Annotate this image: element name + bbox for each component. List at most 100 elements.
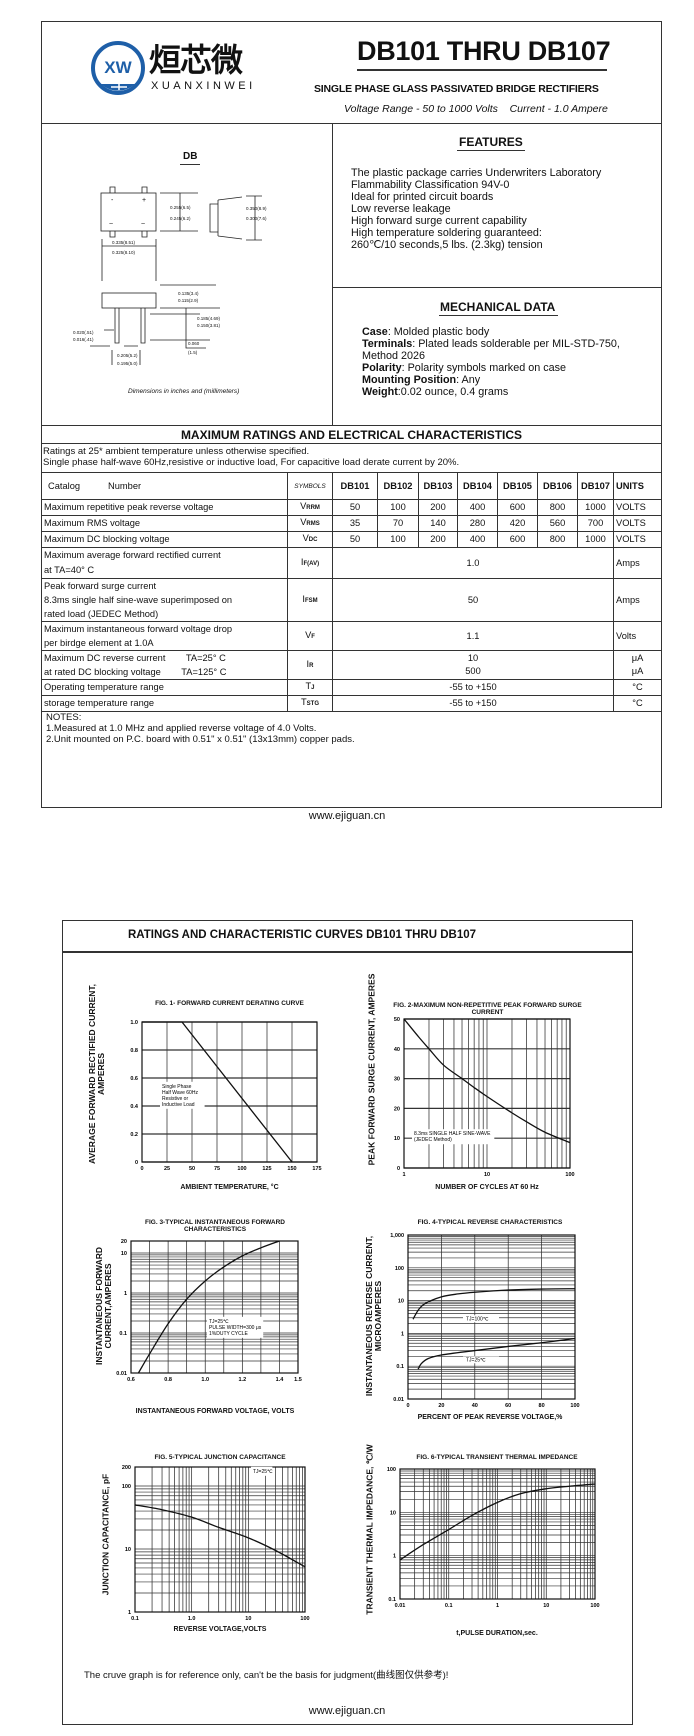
- chart-2: 1 10 100 0 10 20 30 40 50 8.3ms SINGLE HALF SINE-…: [394, 1017, 575, 1178]
- feature-item: High forward surge current capability: [351, 215, 527, 227]
- dim-label: 0.245(6.2): [170, 216, 191, 221]
- unit: VOLTS: [613, 499, 662, 516]
- y-tick-label: 0.1: [396, 1364, 404, 1370]
- value-cell: 600: [497, 531, 538, 548]
- y-tick-label: 10: [125, 1547, 131, 1553]
- value-cell: -55 to +150: [332, 695, 614, 712]
- chart-1: 0 25 50 75 100 125 150 175 0 0.2 0.4 0.6 0.8 1.0 Singl…: [130, 1020, 321, 1172]
- chart-3: 0.6 0.8 1.0 1.2 1.4 1.5 0.01 0.1 1 10 20 TJ=25℃ PULS…: [116, 1239, 302, 1383]
- feature-item: The plastic package carries Underwriters…: [351, 167, 602, 179]
- x-axis-label: PERCENT OF PEAK REVERSE VOLTAGE,%: [417, 1414, 563, 1421]
- y-tick-label: 1,000: [390, 1233, 404, 1239]
- x-tick-label: 75: [214, 1166, 220, 1172]
- y-tick-label: 200: [122, 1465, 131, 1471]
- svg-text:TJ=25℃: TJ=25℃: [466, 1357, 486, 1363]
- parameter: Maximum instantaneous forward voltage dr…: [41, 621, 288, 651]
- ratings-table: Catalog Number SYMBOLS DB101 DB102 DB103 DB104…: [41, 472, 662, 712]
- x-tick-label: 100: [237, 1166, 246, 1172]
- y-tick-label: 0: [397, 1166, 400, 1172]
- value-cell: 10 500: [332, 650, 614, 680]
- unit: VOLTS: [613, 515, 662, 532]
- y-axis-label: PEAK FORWARD SURGE CURRENT, AMPERES: [366, 973, 377, 1166]
- unit: Amps: [613, 578, 662, 622]
- logo-latin: XUANXINWEI: [151, 80, 256, 92]
- value-cell: 560: [537, 515, 578, 532]
- features-divider: [332, 287, 662, 288]
- chart-title: FIG. 6-TYPICAL TRANSIENT THERMAL IMPEDAN…: [416, 1454, 578, 1461]
- column-divider: [332, 123, 333, 425]
- parameter: Peak forward surge current 8.3ms single h…: [41, 578, 288, 622]
- feature-item: High temperature soldering guaranteed:: [351, 227, 542, 239]
- part-header: DB104: [457, 472, 498, 500]
- symbol: VRRM: [287, 499, 333, 516]
- series-label: TJ=100℃: [463, 1315, 499, 1323]
- pin-symbol: -: [111, 197, 114, 204]
- ratings-heading: MAXIMUM RATINGS AND ELECTRICAL CHARACTER…: [180, 428, 523, 442]
- symbol: IR: [287, 650, 333, 680]
- y-tick-label: 10: [394, 1136, 400, 1142]
- x-tick-label: 0: [140, 1166, 143, 1172]
- unit: Volts: [613, 621, 662, 651]
- y-tick-label: 100: [387, 1467, 396, 1473]
- part-header: DB105: [497, 472, 538, 500]
- x-tick-label: 0.6: [127, 1377, 135, 1383]
- x-tick-label: 125: [262, 1166, 271, 1172]
- plot-frame: [407, 1234, 576, 1400]
- y-tick-label: 100: [395, 1266, 404, 1272]
- dim-label: 0.195(5.0): [117, 361, 138, 366]
- unit: VOLTS: [613, 531, 662, 548]
- parameter: Operating temperature range: [41, 679, 288, 696]
- plot-frame: [399, 1468, 596, 1600]
- part-header: DB101: [332, 472, 378, 500]
- mechanical-item: Terminals: Plated leads solderable per M…: [362, 338, 620, 350]
- x-tick-label: 100: [300, 1616, 309, 1622]
- table-row: Maximum RMS voltage VRMS 35 70 140 280 420 560 7…: [41, 515, 662, 532]
- value-cell: 400: [457, 499, 498, 516]
- plot-frame: [130, 1240, 299, 1374]
- x-tick-label: 1.5: [294, 1377, 302, 1383]
- annotation-line: Resistive or: [162, 1096, 188, 1102]
- chart-annotation: 8.3ms SINGLE HALF SINE-WAVE(JEDEC Method…: [412, 1129, 495, 1145]
- unit: °C: [613, 679, 662, 696]
- x-tick-label: 10: [543, 1603, 549, 1609]
- chart-6: 0.01 0.1 1 10 100 0.1 1 10 100: [387, 1467, 600, 1609]
- table-header-row: Catalog Number SYMBOLS DB101 DB102 DB103 DB104…: [41, 472, 662, 500]
- logo-chinese: 烜芯微: [149, 42, 243, 78]
- x-tick-label: 0.8: [164, 1377, 172, 1383]
- dim-label: 0.205(5.2): [117, 353, 138, 358]
- symbol: IFSM: [287, 578, 333, 622]
- table-row: Maximum DC blocking voltage VDC 50 100 200 40…: [41, 531, 662, 548]
- y-tick-label: 0: [135, 1160, 138, 1166]
- voltage-range: Voltage Range - 50 to 1000 Volts Current…: [344, 103, 608, 115]
- package-outline-drawing: 0.255(6.5) 0.245(6.2) 0.350(8.9) 0.300(7…: [73, 186, 267, 366]
- x-tick-label: 100: [570, 1403, 579, 1409]
- chart-title: FIG. 3-TYPICAL INSTANTANEOUS FORWARD CHA…: [145, 1219, 285, 1233]
- dim-label: 0.335(8.51): [112, 240, 136, 245]
- dim-label: 0.020(.51): [73, 330, 94, 335]
- series-line: [403, 1018, 571, 1144]
- footer-url: www.ejiguan.cn: [308, 810, 386, 822]
- table-row: Maximum average forward rectified curren…: [41, 547, 662, 579]
- footer-url-2: www.ejiguan.cn: [308, 1705, 386, 1717]
- y-tick-label: 50: [394, 1017, 400, 1023]
- value-cell: 50: [332, 499, 378, 516]
- ratings-conditions: Ratings at 25* ambient temperature unles…: [43, 446, 460, 468]
- x-tick-label: 1: [402, 1172, 405, 1178]
- x-tick-label: 0: [406, 1403, 409, 1409]
- header-divider: [41, 123, 662, 124]
- y-tick-label: 30: [394, 1077, 400, 1083]
- x-tick-label: 0.01: [395, 1603, 406, 1609]
- part-header: DB106: [537, 472, 578, 500]
- value-cell: 100: [377, 499, 419, 516]
- mechanical-item: Weight:0.02 ounce, 0.4 grams: [362, 386, 509, 398]
- dim-label: 0.185(4.69): [197, 316, 221, 321]
- plot-frame: [403, 1018, 571, 1169]
- x-tick-label: 80: [539, 1403, 545, 1409]
- x-tick-label: 0.1: [131, 1616, 139, 1622]
- document-title: DB101 THRU DB107: [357, 36, 611, 66]
- y-tick-label: 1: [393, 1554, 396, 1560]
- part-header: DB102: [377, 472, 419, 500]
- x-axis-label: INSTANTANEOUS FORWARD VOLTAGE, VOLTS: [135, 1408, 295, 1415]
- x-tick-label: 25: [164, 1166, 170, 1172]
